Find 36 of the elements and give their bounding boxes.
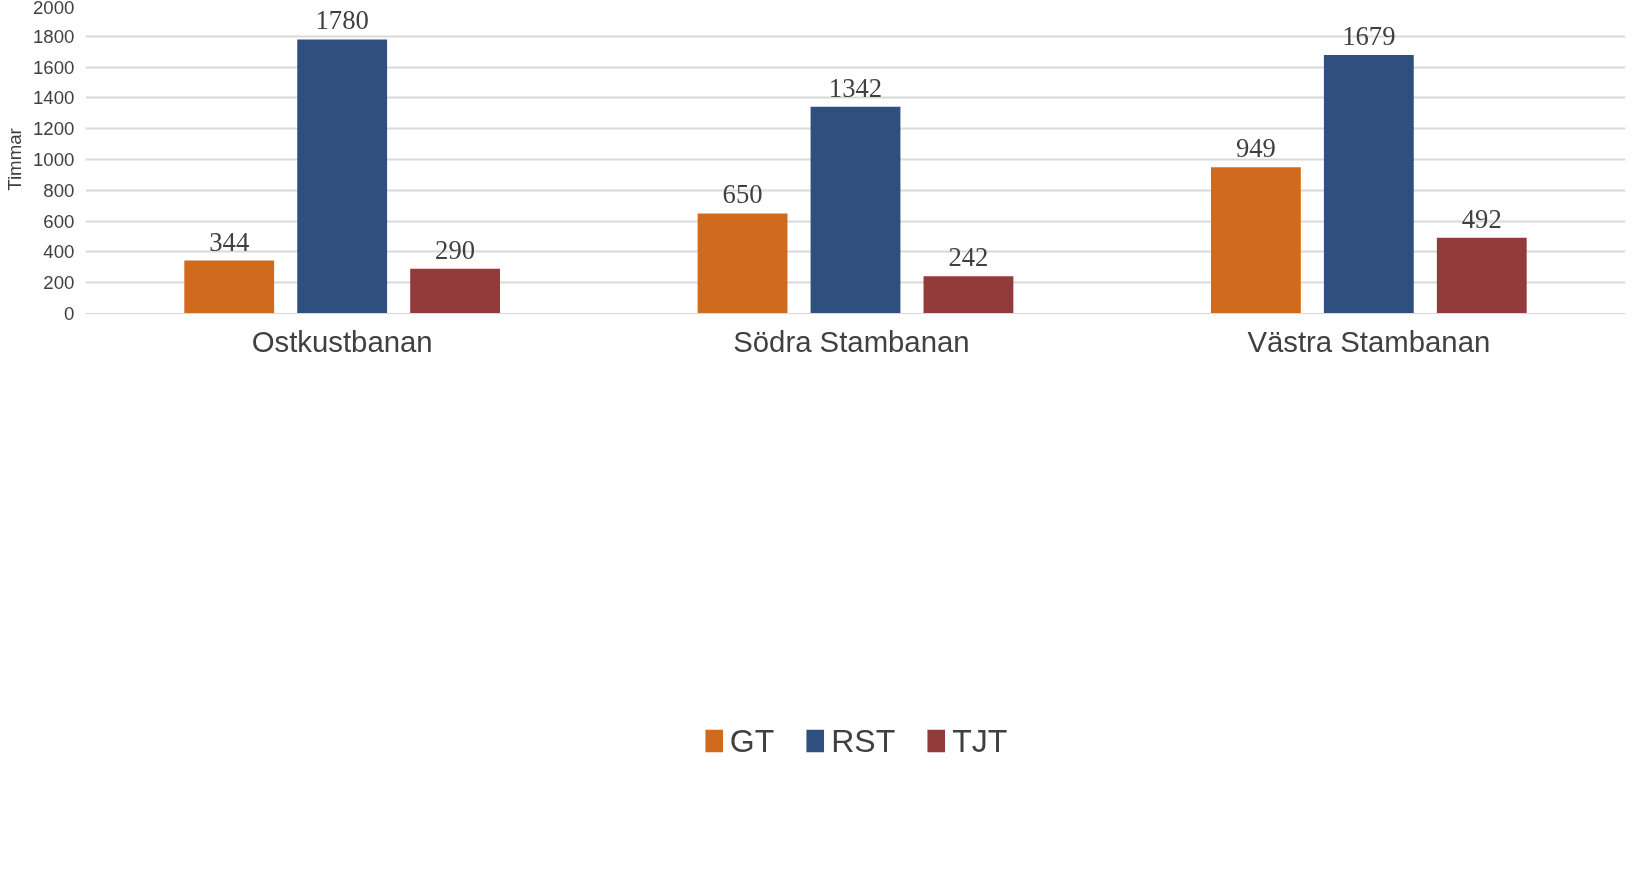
data-label: 949: [1235, 133, 1276, 164]
x-tick-label: Västra Stambanan: [1247, 324, 1491, 358]
y-tick-label: 1000: [33, 149, 75, 170]
data-label: 1679: [1342, 20, 1396, 51]
y-tick-label: 1400: [33, 87, 75, 109]
y-tick-label: 400: [43, 241, 75, 263]
y-tick-label: 1800: [33, 25, 75, 47]
x-tick-label: Ostkustbanan: [251, 324, 433, 358]
legend-label: GT: [729, 722, 775, 760]
legend-label: TJT: [952, 722, 1008, 760]
y-tick-label: 2000: [33, 0, 75, 18]
x-tick-label: Södra Stambanan: [733, 324, 970, 358]
y-tick-label: 1600: [33, 56, 75, 78]
bar: [1323, 54, 1414, 314]
legend-label: RST: [831, 722, 896, 760]
data-label: 1342: [828, 72, 883, 103]
bar: [1436, 237, 1527, 314]
y-tick-label: 1200: [33, 118, 75, 140]
y-tick-label: 800: [43, 179, 75, 201]
bar: [184, 260, 275, 314]
bar: [923, 276, 1014, 314]
y-axis-title: Timmar: [4, 128, 25, 191]
bar: [810, 106, 901, 314]
bar: [697, 213, 788, 314]
data-label: 242: [948, 242, 989, 273]
bar: [410, 268, 501, 314]
data-label: 1780: [315, 5, 369, 36]
data-label: 290: [435, 234, 476, 265]
bar: [1210, 167, 1301, 314]
y-tick-label: 600: [43, 210, 75, 232]
bar: [297, 39, 388, 314]
data-label: 492: [1461, 203, 1502, 234]
data-label: 650: [722, 179, 763, 210]
y-tick-label: 0: [64, 303, 75, 324]
y-tick-label: 200: [43, 272, 75, 294]
data-label: 344: [209, 226, 250, 257]
